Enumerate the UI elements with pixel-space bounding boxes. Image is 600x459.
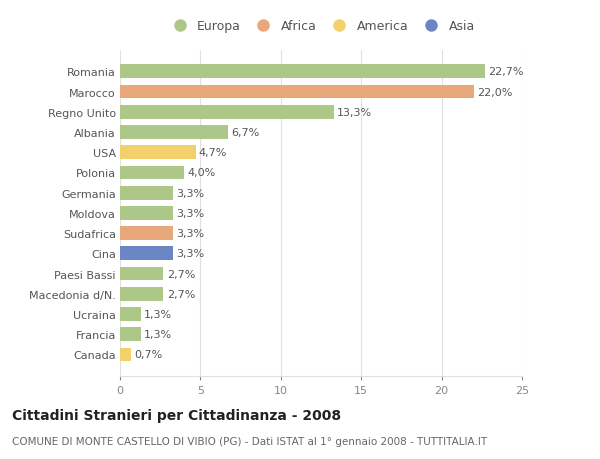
Text: 22,0%: 22,0% <box>477 87 512 97</box>
Bar <box>120 328 141 341</box>
Bar <box>120 308 141 321</box>
Text: 4,7%: 4,7% <box>199 148 227 158</box>
Bar <box>120 247 173 261</box>
Bar <box>120 106 334 119</box>
Bar <box>120 207 173 220</box>
Text: 3,3%: 3,3% <box>176 208 205 218</box>
Text: 1,3%: 1,3% <box>144 309 172 319</box>
Bar <box>120 85 474 99</box>
Bar <box>120 267 163 281</box>
Text: 13,3%: 13,3% <box>337 107 372 118</box>
Bar <box>120 146 196 160</box>
Text: COMUNE DI MONTE CASTELLO DI VIBIO (PG) - Dati ISTAT al 1° gennaio 2008 - TUTTITA: COMUNE DI MONTE CASTELLO DI VIBIO (PG) -… <box>12 436 487 446</box>
Text: Cittadini Stranieri per Cittadinanza - 2008: Cittadini Stranieri per Cittadinanza - 2… <box>12 409 341 422</box>
Bar <box>120 126 228 140</box>
Text: 3,3%: 3,3% <box>176 188 205 198</box>
Bar <box>120 287 163 301</box>
Text: 2,7%: 2,7% <box>167 269 195 279</box>
Text: 22,7%: 22,7% <box>488 67 524 77</box>
Bar <box>120 348 131 362</box>
Text: 6,7%: 6,7% <box>231 128 259 138</box>
Text: 1,3%: 1,3% <box>144 330 172 340</box>
Bar <box>120 65 485 79</box>
Bar <box>120 166 184 180</box>
Legend: Europa, Africa, America, Asia: Europa, Africa, America, Asia <box>164 17 478 36</box>
Text: 0,7%: 0,7% <box>134 350 163 360</box>
Text: 3,3%: 3,3% <box>176 249 205 259</box>
Bar <box>120 186 173 200</box>
Bar <box>120 227 173 241</box>
Text: 3,3%: 3,3% <box>176 229 205 239</box>
Text: 4,0%: 4,0% <box>188 168 216 178</box>
Text: 2,7%: 2,7% <box>167 289 195 299</box>
